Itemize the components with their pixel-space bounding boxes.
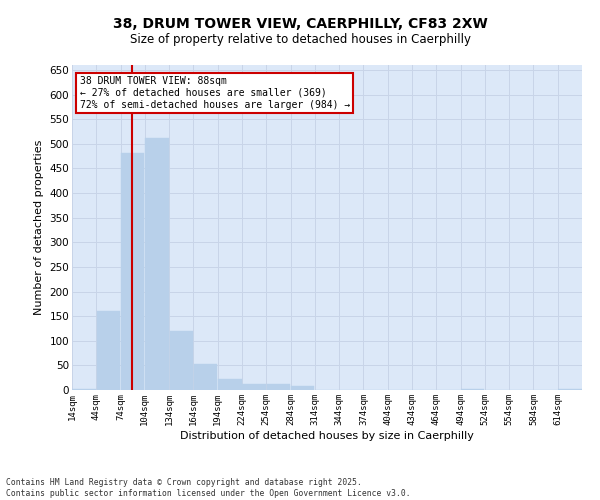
Bar — [266, 384, 290, 390]
Bar — [291, 386, 314, 390]
Text: Size of property relative to detached houses in Caerphilly: Size of property relative to detached ho… — [130, 32, 470, 46]
Bar — [145, 138, 169, 390]
Y-axis label: Number of detached properties: Number of detached properties — [34, 140, 44, 315]
Bar — [461, 388, 484, 390]
Bar — [121, 153, 145, 390]
Bar — [218, 379, 242, 390]
Text: 38 DRUM TOWER VIEW: 88sqm
← 27% of detached houses are smaller (369)
72% of semi: 38 DRUM TOWER VIEW: 88sqm ← 27% of detac… — [80, 76, 350, 110]
Bar — [242, 384, 266, 390]
X-axis label: Distribution of detached houses by size in Caerphilly: Distribution of detached houses by size … — [180, 430, 474, 440]
Text: 38, DRUM TOWER VIEW, CAERPHILLY, CF83 2XW: 38, DRUM TOWER VIEW, CAERPHILLY, CF83 2X… — [113, 18, 487, 32]
Bar — [170, 331, 193, 390]
Text: Contains HM Land Registry data © Crown copyright and database right 2025.
Contai: Contains HM Land Registry data © Crown c… — [6, 478, 410, 498]
Bar — [97, 310, 120, 390]
Bar — [194, 364, 217, 390]
Bar — [558, 389, 581, 390]
Bar — [73, 389, 96, 390]
